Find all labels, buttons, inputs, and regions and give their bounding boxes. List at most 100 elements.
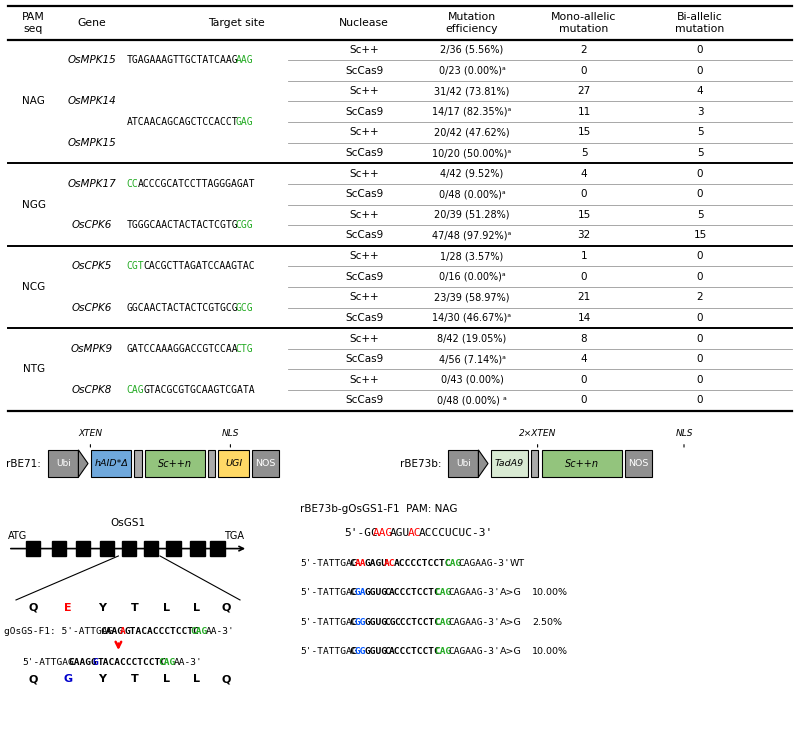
Text: WT: WT xyxy=(510,559,525,568)
FancyBboxPatch shape xyxy=(448,450,478,477)
Text: Sc++: Sc++ xyxy=(349,45,379,55)
FancyBboxPatch shape xyxy=(542,450,622,477)
Text: XTEN: XTEN xyxy=(78,429,102,438)
Text: 5'-ATTGAG: 5'-ATTGAG xyxy=(22,658,74,667)
Text: CAG: CAG xyxy=(434,588,451,597)
Text: 4: 4 xyxy=(581,354,587,364)
Text: CTG: CTG xyxy=(236,344,254,354)
Text: 0: 0 xyxy=(697,189,703,199)
Text: 1/28 (3.57%): 1/28 (3.57%) xyxy=(440,251,504,261)
Text: GGUG: GGUG xyxy=(365,647,387,656)
Text: 15: 15 xyxy=(694,230,706,241)
Text: CAGAAG-3': CAGAAG-3' xyxy=(449,588,501,597)
Text: Sc++n: Sc++n xyxy=(158,458,192,469)
Polygon shape xyxy=(478,450,488,477)
Text: 2/36 (5.56%): 2/36 (5.56%) xyxy=(440,45,504,55)
Text: 27: 27 xyxy=(578,86,590,96)
Text: 0: 0 xyxy=(697,251,703,261)
Text: L: L xyxy=(163,675,170,684)
Text: Y: Y xyxy=(98,603,106,613)
Text: 32: 32 xyxy=(578,230,590,241)
Text: 0: 0 xyxy=(581,66,587,75)
Text: GATCCAAAGGACCGTCCAA: GATCCAAAGGACCGTCCAA xyxy=(126,344,238,354)
Text: AA: AA xyxy=(354,559,366,568)
Text: C: C xyxy=(350,618,355,627)
FancyBboxPatch shape xyxy=(208,450,215,477)
Text: hAID*Δ: hAID*Δ xyxy=(94,459,128,468)
Text: G: G xyxy=(93,658,98,667)
Text: GAG: GAG xyxy=(236,117,254,127)
Text: UGI: UGI xyxy=(225,459,242,468)
Text: CGG: CGG xyxy=(236,220,254,230)
Text: 2.50%: 2.50% xyxy=(532,618,562,627)
FancyBboxPatch shape xyxy=(100,541,114,556)
Text: ScCas9: ScCas9 xyxy=(345,396,383,405)
Text: OsCPK6: OsCPK6 xyxy=(72,220,112,230)
Text: CAG: CAG xyxy=(444,559,461,568)
Text: AC: AC xyxy=(384,559,396,568)
Text: AAG: AAG xyxy=(373,528,393,537)
Text: 14/17 (82.35%)ᵃ: 14/17 (82.35%)ᵃ xyxy=(432,107,512,117)
Text: Sc++: Sc++ xyxy=(349,375,379,384)
Text: CAG: CAG xyxy=(434,647,451,656)
Text: C: C xyxy=(350,588,355,597)
Text: 0: 0 xyxy=(697,334,703,344)
Text: 0/48 (0.00%)ᵃ: 0/48 (0.00%)ᵃ xyxy=(438,189,506,199)
Text: GGUG: GGUG xyxy=(365,618,387,627)
Text: NOS: NOS xyxy=(255,459,276,468)
Text: NCG: NCG xyxy=(22,282,46,292)
Text: GGUG: GGUG xyxy=(365,588,387,597)
Text: Q: Q xyxy=(222,675,231,684)
FancyBboxPatch shape xyxy=(625,450,652,477)
FancyBboxPatch shape xyxy=(52,541,66,556)
Text: A: A xyxy=(120,627,126,635)
Text: CAGAAG-3': CAGAAG-3' xyxy=(449,647,501,656)
Text: C: C xyxy=(350,647,355,656)
Text: 21: 21 xyxy=(578,292,590,303)
Text: E: E xyxy=(64,603,72,613)
Text: 0: 0 xyxy=(697,313,703,323)
Text: 0: 0 xyxy=(697,168,703,179)
Text: 0/43 (0.00%): 0/43 (0.00%) xyxy=(441,375,503,384)
Text: 2: 2 xyxy=(581,45,587,55)
Text: NLS: NLS xyxy=(675,429,693,438)
Text: NOS: NOS xyxy=(628,459,649,468)
Text: AA-3': AA-3' xyxy=(206,627,234,635)
Text: ScCas9: ScCas9 xyxy=(345,107,383,117)
Text: Q: Q xyxy=(29,675,38,684)
Text: 4/42 (9.52%): 4/42 (9.52%) xyxy=(440,168,504,179)
Text: ACCCTCCTC: ACCCTCCTC xyxy=(390,588,441,597)
Text: ScCas9: ScCas9 xyxy=(345,230,383,241)
Text: Sc++: Sc++ xyxy=(349,168,379,179)
Text: AA-3': AA-3' xyxy=(174,658,202,667)
FancyBboxPatch shape xyxy=(252,450,279,477)
Text: TGA: TGA xyxy=(224,531,244,540)
Text: 5'-TATTGAG: 5'-TATTGAG xyxy=(300,618,358,627)
Text: 2: 2 xyxy=(697,292,703,303)
Text: 8: 8 xyxy=(581,334,587,344)
Text: rBE73b-gOsGS1-F1  PAM: NAG: rBE73b-gOsGS1-F1 PAM: NAG xyxy=(300,503,458,514)
Text: ACCCGCATCCTTAGGGAGAT: ACCCGCATCCTTAGGGAGAT xyxy=(138,179,255,189)
Text: L: L xyxy=(193,675,199,684)
Text: 4: 4 xyxy=(581,168,587,179)
Text: ATG: ATG xyxy=(8,531,27,540)
Text: ScCas9: ScCas9 xyxy=(345,148,383,158)
Text: 0: 0 xyxy=(697,45,703,55)
Text: Ubi: Ubi xyxy=(56,459,70,468)
FancyBboxPatch shape xyxy=(76,541,90,556)
Text: 1: 1 xyxy=(581,251,587,261)
Text: 15: 15 xyxy=(578,210,590,220)
Text: Ubi: Ubi xyxy=(456,459,470,468)
Text: Sc++: Sc++ xyxy=(349,86,379,96)
Text: AGU: AGU xyxy=(390,528,410,537)
Text: CG: CG xyxy=(384,618,396,627)
Text: NTG: NTG xyxy=(22,365,45,374)
Text: TACACCCTCCTC: TACACCCTCCTC xyxy=(98,658,167,667)
Text: NLS: NLS xyxy=(222,429,239,438)
Text: Bi-allelic
mutation: Bi-allelic mutation xyxy=(675,12,725,34)
Text: AC: AC xyxy=(407,528,421,537)
Text: rBE71:: rBE71: xyxy=(6,458,42,469)
Text: T: T xyxy=(130,675,138,684)
FancyBboxPatch shape xyxy=(48,450,78,477)
Text: 4: 4 xyxy=(697,86,703,96)
